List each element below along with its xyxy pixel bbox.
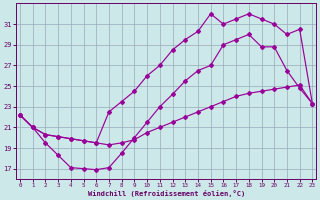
X-axis label: Windchill (Refroidissement éolien,°C): Windchill (Refroidissement éolien,°C) — [88, 190, 245, 197]
